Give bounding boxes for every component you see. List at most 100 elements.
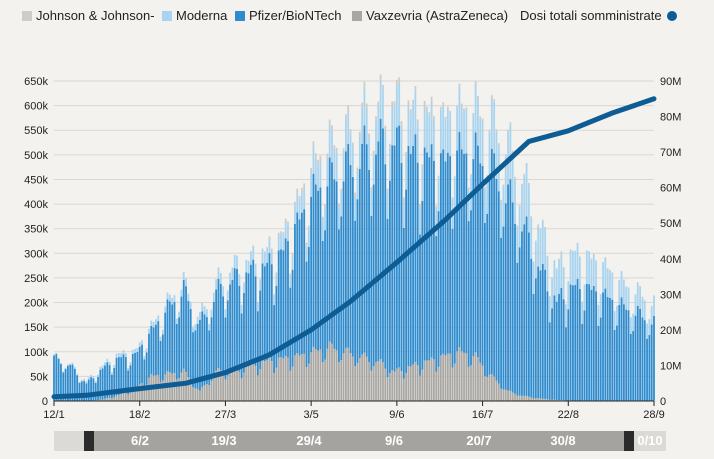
bar-jj <box>275 272 278 274</box>
bar-jj <box>259 278 262 280</box>
legend-item-vaxzevria[interactable]: Vaxzevria (AstraZeneca) <box>352 8 508 24</box>
bar-moderna <box>192 326 194 333</box>
bar-vaxzevria <box>141 383 143 401</box>
bar-moderna <box>372 155 375 185</box>
bar-moderna <box>120 353 123 358</box>
bar-pfizer <box>333 179 336 349</box>
bar-jj <box>340 188 343 193</box>
bar-vaxzevria <box>407 366 410 401</box>
bar-moderna <box>530 217 533 259</box>
bar-pfizer <box>646 338 648 401</box>
bar-pfizer <box>588 284 591 401</box>
bar-pfizer <box>616 325 618 401</box>
bar-moderna <box>229 272 231 285</box>
bar-jj <box>273 293 275 296</box>
bar-moderna <box>606 268 609 298</box>
bar-moderna <box>319 160 322 188</box>
bar-moderna <box>548 296 551 323</box>
bar-vaxzevria <box>458 347 461 401</box>
bar-pfizer <box>451 228 454 368</box>
bar-pfizer <box>87 379 90 401</box>
bar-jj <box>622 279 625 280</box>
bar-moderna <box>358 136 361 169</box>
bar-moderna <box>525 164 528 217</box>
bar-jj <box>572 250 574 252</box>
bar-jj <box>370 187 373 191</box>
bar-vaxzevria <box>430 357 433 401</box>
bar-jj <box>546 255 549 257</box>
bar-vaxzevria <box>433 359 435 401</box>
bar-moderna <box>534 241 537 279</box>
bar-pfizer <box>548 322 551 400</box>
range-navigator[interactable]: 6/2 19/3 29/4 9/6 20/7 30/8 0/10 <box>54 431 666 451</box>
bar-moderna <box>616 306 618 326</box>
bar-vaxzevria <box>470 365 472 401</box>
bar-jj <box>298 196 301 201</box>
bar-pfizer <box>497 191 500 384</box>
legend-item-moderna[interactable]: Moderna <box>162 8 227 24</box>
bar-moderna <box>653 295 655 316</box>
legend-item-pfizer[interactable]: Pfizer/BioNTech <box>235 8 341 24</box>
bar-vaxzevria <box>460 351 463 401</box>
bar-vaxzevria <box>296 353 299 401</box>
bar-pfizer <box>627 310 630 401</box>
bar-moderna <box>97 374 99 377</box>
bar-moderna <box>458 86 461 133</box>
bar-vaxzevria <box>338 362 340 401</box>
navigator-label: 29/4 <box>296 433 322 448</box>
bar-pfizer <box>534 278 537 399</box>
bar-pfizer <box>483 223 486 377</box>
bar-moderna <box>565 304 567 328</box>
bar-vaxzevria <box>328 341 331 401</box>
bar-jj <box>611 272 614 273</box>
bar-jj <box>585 250 588 251</box>
bar-pfizer <box>189 308 192 381</box>
legend-dot-total <box>666 11 677 21</box>
bar-pfizer <box>398 125 401 368</box>
bar-pfizer <box>233 268 236 368</box>
bar-moderna <box>562 267 565 300</box>
bar-moderna <box>560 252 563 288</box>
bar-vaxzevria <box>259 369 262 401</box>
bar-pfizer <box>168 301 171 373</box>
bar-jj <box>328 119 331 125</box>
navigator-handle-left[interactable] <box>84 431 94 451</box>
bar-moderna <box>609 270 611 298</box>
bar-pfizer <box>199 319 201 391</box>
navigator-selected-range[interactable] <box>84 431 629 451</box>
bar-moderna <box>256 302 259 312</box>
bar-jj <box>314 153 317 159</box>
bar-jj <box>620 270 623 272</box>
bar-jj <box>548 296 551 297</box>
bar-moderna <box>465 109 468 154</box>
bar-vaxzevria <box>349 353 352 401</box>
bar-moderna <box>553 260 556 296</box>
bar-vaxzevria <box>226 375 229 401</box>
bar-jj <box>477 95 479 99</box>
bar-moderna <box>178 311 180 318</box>
bar-moderna <box>444 119 447 162</box>
bar-jj <box>576 242 579 244</box>
bar-moderna <box>578 256 581 290</box>
y-left-tick-label: 100k <box>24 347 48 359</box>
bar-vaxzevria <box>405 372 408 401</box>
bar-pfizer <box>419 234 421 376</box>
bar-pfizer <box>639 308 641 401</box>
bar-moderna <box>206 309 208 318</box>
legend-item-total[interactable]: Dosi totali somministrate <box>520 8 677 24</box>
bar-jj <box>294 201 296 206</box>
bar-pfizer <box>62 372 65 401</box>
navigator-handle-right[interactable] <box>624 431 634 451</box>
bar-pfizer <box>555 301 558 401</box>
bar-vaxzevria <box>113 397 116 401</box>
bar-pfizer <box>470 210 472 366</box>
bar-pfizer <box>653 315 655 401</box>
bar-jj <box>497 143 500 146</box>
legend-item-jj[interactable]: Johnson & Johnson- <box>22 8 155 24</box>
bar-jj <box>289 273 292 276</box>
bar-moderna <box>595 260 597 292</box>
bar-pfizer <box>474 132 477 353</box>
bar-vaxzevria <box>446 353 449 401</box>
bar-vaxzevria <box>289 370 292 401</box>
bar-moderna <box>391 106 394 146</box>
